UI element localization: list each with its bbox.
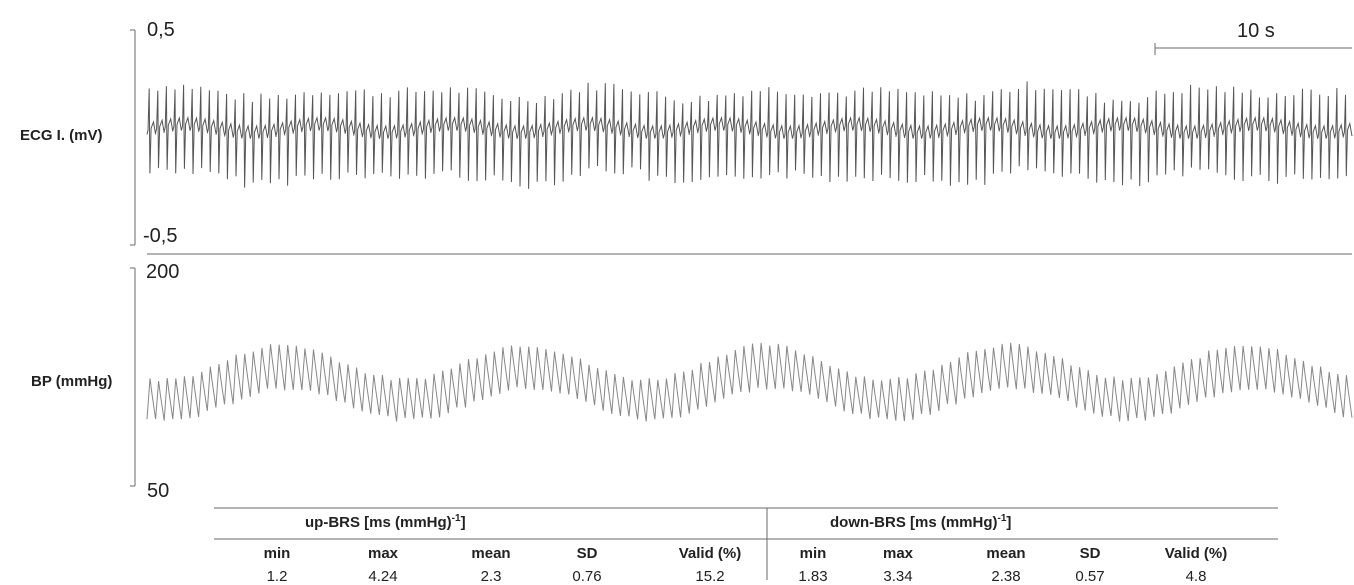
col-header-valid: Valid (%)	[678, 545, 742, 562]
bp-trace	[146, 342, 1353, 422]
ecg-y-tick-top: 0,5	[147, 19, 175, 41]
col-header-sd: SD	[576, 545, 598, 562]
up-brs-mean: 2.3	[480, 568, 502, 585]
ecg-y-tick-bottom: -0,5	[143, 225, 178, 247]
down-brs-min: 1.83	[798, 568, 828, 585]
ecg-channel-label: ECG I. (mV)	[20, 127, 103, 144]
down-brs-valid: 4.8	[1185, 568, 1207, 585]
brs-stats-table: up-BRS [ms (mmHg)-1] down-BRS [ms (mmHg)…	[214, 508, 1278, 585]
down-brs-mean: 2.38	[991, 568, 1021, 585]
col-header-valid: Valid (%)	[1164, 545, 1228, 562]
up-brs-max: 4.24	[368, 568, 398, 585]
bp-y-tick-top: 200	[146, 261, 180, 283]
time-scale-label: 10 s	[1237, 20, 1275, 42]
col-header-max: max	[882, 545, 914, 562]
down-brs-sd: 0.57	[1075, 568, 1105, 585]
up-brs-title: up-BRS [ms (mmHg)-1]	[305, 513, 466, 531]
col-header-min: min	[799, 545, 827, 562]
col-header-mean: mean	[471, 545, 511, 562]
bp-waveform	[146, 342, 1353, 422]
ecg-trace	[146, 81, 1353, 189]
bp-channel-label: BP (mmHg)	[31, 373, 113, 390]
down-brs-title: down-BRS [ms (mmHg)-1]	[830, 513, 1012, 531]
bp-y-tick-bottom: 50	[147, 480, 170, 502]
down-brs-max: 3.34	[883, 568, 913, 585]
col-header-min: min	[263, 545, 291, 562]
up-brs-min: 1.2	[266, 568, 288, 585]
col-header-max: max	[367, 545, 399, 562]
col-header-mean: mean	[986, 545, 1026, 562]
up-brs-sd: 0.76	[572, 568, 602, 585]
col-header-sd: SD	[1079, 545, 1101, 562]
up-brs-valid: 15.2	[695, 568, 725, 585]
ecg-waveform	[146, 81, 1353, 189]
